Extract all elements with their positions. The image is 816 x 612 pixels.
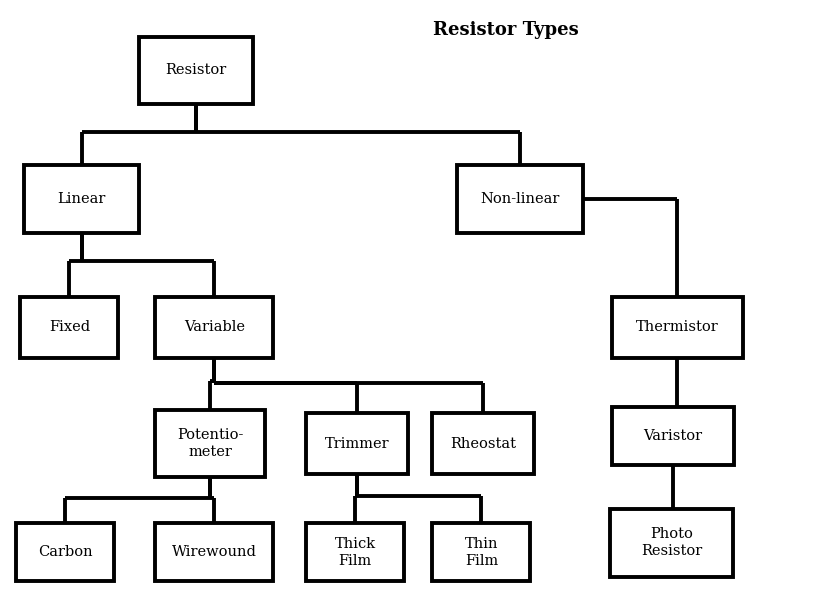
- FancyBboxPatch shape: [139, 37, 253, 104]
- Text: Fixed: Fixed: [49, 321, 90, 334]
- FancyBboxPatch shape: [610, 509, 733, 577]
- FancyBboxPatch shape: [432, 523, 530, 581]
- Text: Rheostat: Rheostat: [450, 437, 517, 450]
- Text: Thin
Film: Thin Film: [464, 537, 499, 568]
- FancyBboxPatch shape: [24, 165, 139, 233]
- Text: Varistor: Varistor: [644, 429, 703, 443]
- Text: Trimmer: Trimmer: [325, 437, 389, 450]
- FancyBboxPatch shape: [306, 523, 404, 581]
- FancyBboxPatch shape: [457, 165, 583, 233]
- FancyBboxPatch shape: [306, 413, 408, 474]
- Text: Resistor: Resistor: [165, 64, 227, 77]
- FancyBboxPatch shape: [155, 297, 273, 358]
- FancyBboxPatch shape: [612, 297, 743, 358]
- Text: Photo
Resistor: Photo Resistor: [641, 527, 703, 559]
- Text: Resistor Types: Resistor Types: [433, 21, 579, 39]
- FancyBboxPatch shape: [432, 413, 534, 474]
- Text: Variable: Variable: [184, 321, 245, 334]
- Text: Carbon: Carbon: [38, 545, 92, 559]
- Text: Potentio-
meter: Potentio- meter: [177, 428, 243, 460]
- Text: Wirewound: Wirewound: [171, 545, 257, 559]
- FancyBboxPatch shape: [20, 297, 118, 358]
- Text: Thick
Film: Thick Film: [335, 537, 375, 568]
- FancyBboxPatch shape: [155, 523, 273, 581]
- Text: Linear: Linear: [57, 192, 106, 206]
- FancyBboxPatch shape: [16, 523, 114, 581]
- Text: Thermistor: Thermistor: [636, 321, 719, 334]
- FancyBboxPatch shape: [612, 407, 734, 465]
- FancyBboxPatch shape: [155, 410, 265, 477]
- Text: Non-linear: Non-linear: [481, 192, 560, 206]
